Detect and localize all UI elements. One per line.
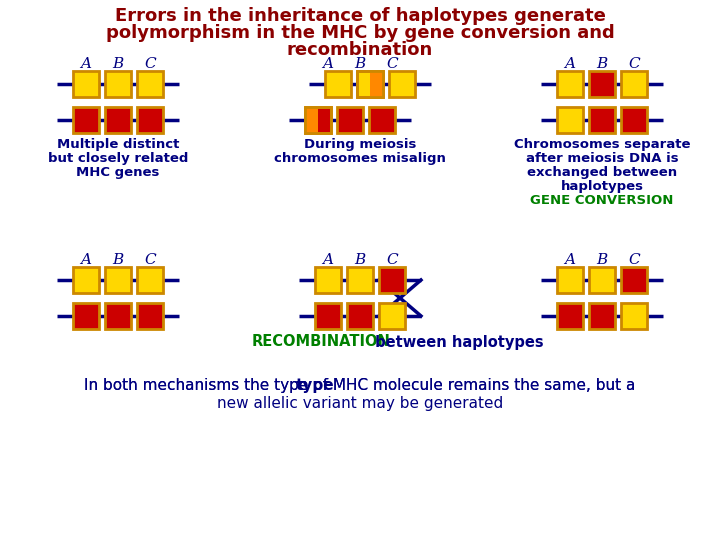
FancyBboxPatch shape xyxy=(357,71,383,97)
FancyBboxPatch shape xyxy=(305,107,318,133)
FancyBboxPatch shape xyxy=(337,107,363,133)
FancyBboxPatch shape xyxy=(347,267,373,293)
FancyBboxPatch shape xyxy=(370,71,383,97)
FancyBboxPatch shape xyxy=(369,107,395,133)
Text: B: B xyxy=(354,57,366,71)
Text: C: C xyxy=(144,253,156,267)
Text: C: C xyxy=(386,57,398,71)
Text: During meiosis: During meiosis xyxy=(304,138,416,151)
Text: A: A xyxy=(323,57,333,71)
FancyBboxPatch shape xyxy=(589,71,615,97)
FancyBboxPatch shape xyxy=(315,267,341,293)
Text: after meiosis DNA is: after meiosis DNA is xyxy=(526,152,678,165)
Text: recombination: recombination xyxy=(287,41,433,59)
Text: B: B xyxy=(112,57,124,71)
Text: C: C xyxy=(628,57,640,71)
FancyBboxPatch shape xyxy=(73,107,99,133)
FancyBboxPatch shape xyxy=(305,107,331,133)
Text: A: A xyxy=(564,57,575,71)
Text: A: A xyxy=(323,253,333,267)
Text: RECOMBINATION: RECOMBINATION xyxy=(252,334,391,349)
Text: In both mechanisms the type of MHC molecule remains the same, but a: In both mechanisms the type of MHC molec… xyxy=(84,378,636,393)
FancyBboxPatch shape xyxy=(137,267,163,293)
Text: new allelic variant may be generated: new allelic variant may be generated xyxy=(217,396,503,411)
Text: Multiple distinct: Multiple distinct xyxy=(57,138,179,151)
Text: B: B xyxy=(112,253,124,267)
FancyBboxPatch shape xyxy=(621,303,647,329)
FancyBboxPatch shape xyxy=(137,71,163,97)
Text: exchanged between: exchanged between xyxy=(527,166,677,179)
FancyBboxPatch shape xyxy=(589,303,615,329)
FancyBboxPatch shape xyxy=(73,303,99,329)
FancyBboxPatch shape xyxy=(557,107,583,133)
Text: GENE CONVERSION: GENE CONVERSION xyxy=(531,194,674,207)
Text: B: B xyxy=(354,253,366,267)
FancyBboxPatch shape xyxy=(557,267,583,293)
FancyBboxPatch shape xyxy=(379,267,405,293)
Text: chromosomes misalign: chromosomes misalign xyxy=(274,152,446,165)
Text: Errors in the inheritance of haplotypes generate: Errors in the inheritance of haplotypes … xyxy=(114,7,606,25)
FancyBboxPatch shape xyxy=(315,303,341,329)
FancyBboxPatch shape xyxy=(621,267,647,293)
Text: between haplotypes: between haplotypes xyxy=(370,334,544,349)
Text: In both mechanisms the type of MHC molecule remains the same, but a: In both mechanisms the type of MHC molec… xyxy=(84,378,636,393)
Text: C: C xyxy=(386,253,398,267)
FancyBboxPatch shape xyxy=(379,303,405,329)
Text: A: A xyxy=(564,253,575,267)
FancyBboxPatch shape xyxy=(137,303,163,329)
FancyBboxPatch shape xyxy=(73,267,99,293)
Text: polymorphism in the MHC by gene conversion and: polymorphism in the MHC by gene conversi… xyxy=(106,24,614,42)
FancyBboxPatch shape xyxy=(557,303,583,329)
Text: B: B xyxy=(596,253,608,267)
FancyBboxPatch shape xyxy=(105,303,131,329)
FancyBboxPatch shape xyxy=(325,71,351,97)
Text: MHC genes: MHC genes xyxy=(76,166,160,179)
Text: C: C xyxy=(144,57,156,71)
FancyBboxPatch shape xyxy=(347,303,373,329)
FancyBboxPatch shape xyxy=(557,71,583,97)
FancyBboxPatch shape xyxy=(589,107,615,133)
Text: but closely related: but closely related xyxy=(48,152,188,165)
FancyBboxPatch shape xyxy=(137,107,163,133)
FancyBboxPatch shape xyxy=(105,107,131,133)
FancyBboxPatch shape xyxy=(621,107,647,133)
Text: Chromosomes separate: Chromosomes separate xyxy=(514,138,690,151)
FancyBboxPatch shape xyxy=(621,71,647,97)
FancyBboxPatch shape xyxy=(105,71,131,97)
Text: C: C xyxy=(628,253,640,267)
Text: haplotypes: haplotypes xyxy=(560,180,644,193)
FancyBboxPatch shape xyxy=(105,267,131,293)
FancyBboxPatch shape xyxy=(389,71,415,97)
Text: A: A xyxy=(81,253,91,267)
FancyBboxPatch shape xyxy=(73,71,99,97)
Text: A: A xyxy=(81,57,91,71)
Text: type: type xyxy=(296,378,335,393)
FancyBboxPatch shape xyxy=(589,267,615,293)
Text: B: B xyxy=(596,57,608,71)
